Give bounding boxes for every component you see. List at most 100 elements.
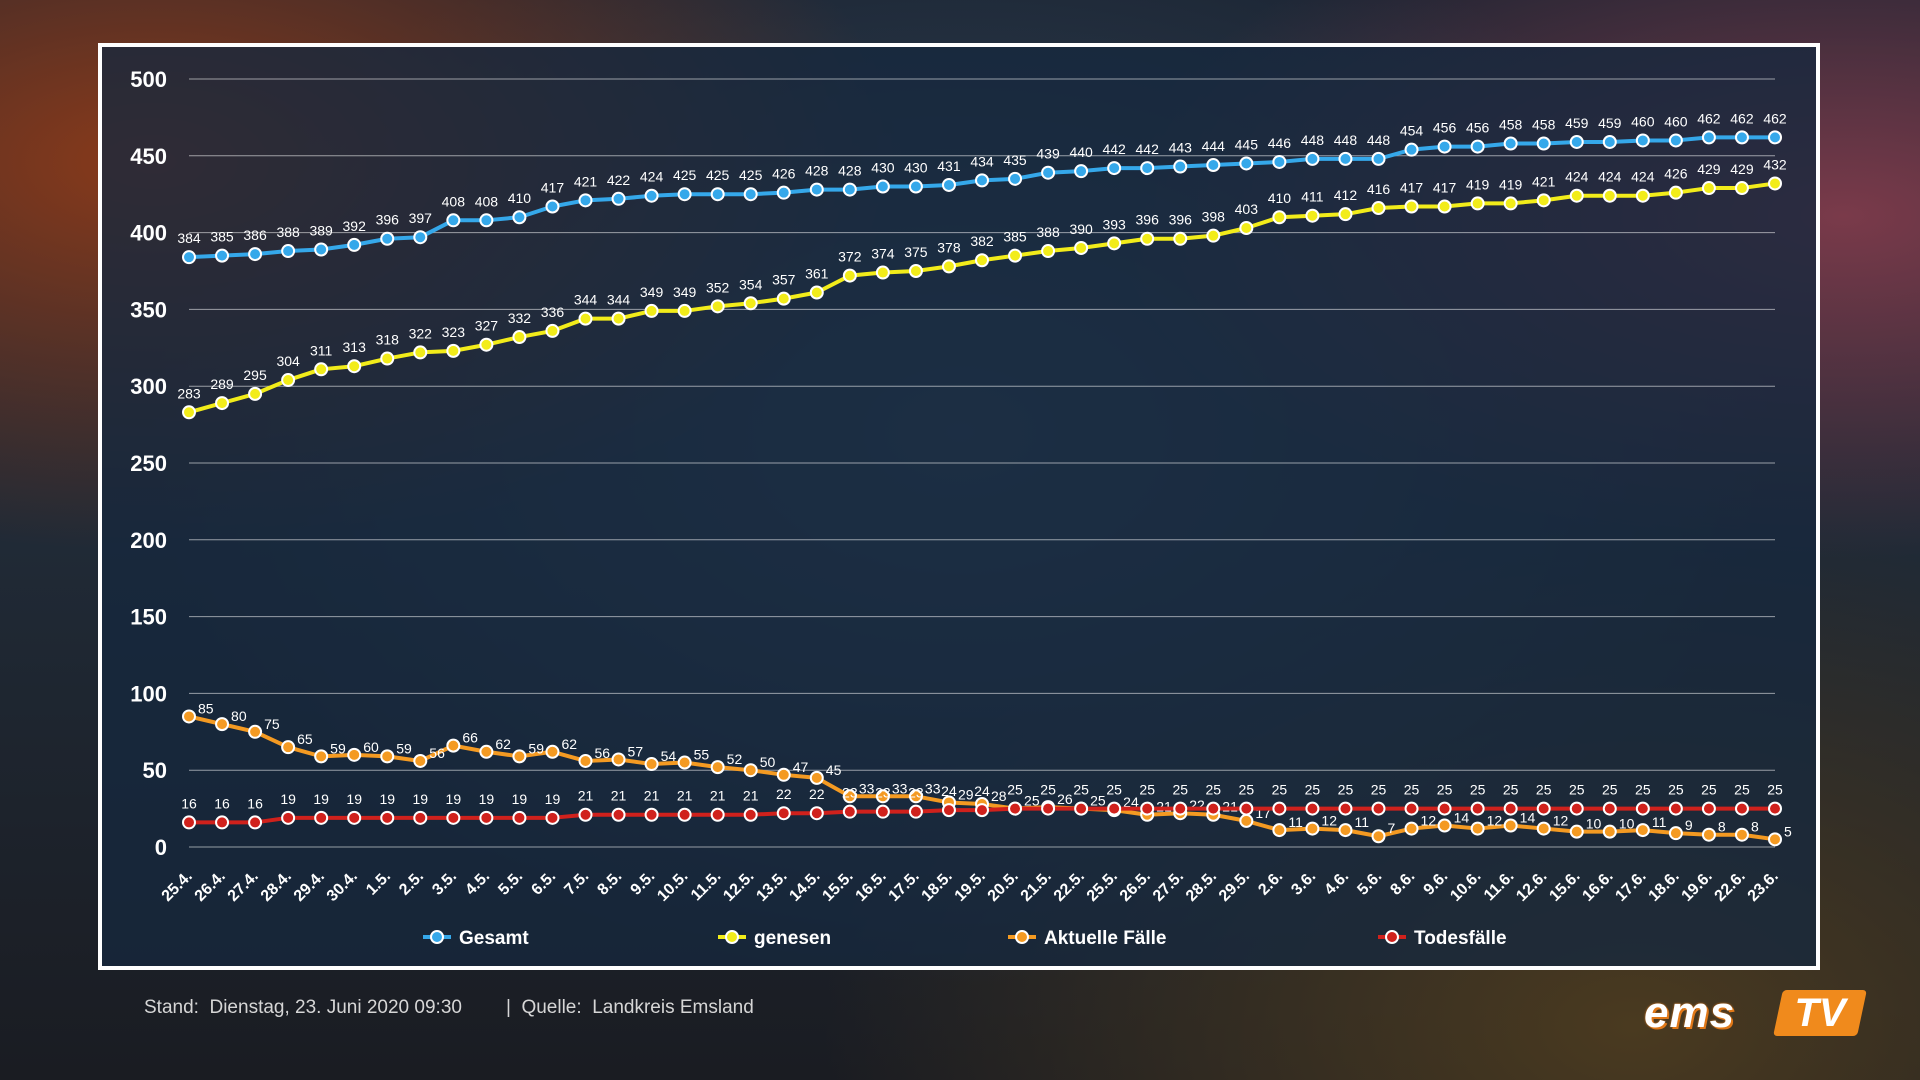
- data-point: [941, 259, 956, 274]
- data-label: 459: [1598, 115, 1622, 131]
- data-point: [710, 187, 725, 202]
- data-label: 311: [310, 342, 333, 358]
- data-label: 456: [1433, 120, 1457, 136]
- x-tick-label: 28.4.: [258, 868, 295, 905]
- data-point: [314, 810, 329, 825]
- data-point: [875, 789, 890, 804]
- data-label: 19: [313, 791, 329, 807]
- data-point: [908, 264, 923, 278]
- x-tick-label: 25.5.: [1084, 868, 1121, 905]
- data-label: 66: [462, 730, 478, 746]
- data-point: [1668, 133, 1683, 148]
- x-tick-label: 13.5.: [753, 868, 790, 905]
- data-point: [677, 303, 692, 318]
- data-label: 393: [1102, 216, 1126, 232]
- legend-marker: [1015, 930, 1029, 944]
- data-label: 25: [1767, 782, 1783, 798]
- data-label: 25: [1305, 782, 1321, 798]
- data-label: 430: [904, 160, 928, 176]
- x-tick-label: 9.6.: [1421, 868, 1452, 899]
- x-tick-label: 26.5.: [1117, 868, 1154, 905]
- data-point: [1338, 207, 1353, 222]
- data-point: [776, 185, 791, 200]
- data-point: [1437, 818, 1452, 833]
- data-label: 396: [1136, 212, 1160, 228]
- data-point: [743, 807, 758, 822]
- data-point: [1272, 801, 1287, 816]
- data-label: 458: [1499, 117, 1523, 133]
- y-axis: 0 50 100 150 200 250 300 350 400 450 500: [130, 67, 167, 860]
- data-label: 10: [1619, 816, 1635, 832]
- data-point: [314, 362, 329, 377]
- data-label: 25: [1106, 782, 1122, 798]
- data-label: 25: [1239, 782, 1255, 798]
- data-point: [875, 179, 890, 194]
- data-label: 426: [772, 166, 796, 182]
- data-point: [578, 193, 593, 208]
- data-label: 428: [838, 163, 862, 179]
- data-label: 11: [1354, 814, 1369, 830]
- data-point: [1239, 801, 1254, 816]
- data-label: 458: [1532, 117, 1556, 133]
- data-label: 7: [1388, 820, 1396, 836]
- data-label: 295: [243, 367, 267, 383]
- data-point: [1602, 824, 1617, 839]
- data-label: 21: [710, 788, 726, 804]
- data-point: [1074, 164, 1089, 179]
- data-label: 33: [859, 780, 875, 796]
- data-point: [908, 179, 923, 194]
- data-point: [545, 744, 560, 759]
- data-label: 24: [1123, 794, 1139, 810]
- data-point: [1635, 823, 1650, 838]
- data-point: [1437, 139, 1452, 154]
- data-label: 25: [1536, 782, 1552, 798]
- data-label: 378: [937, 239, 961, 255]
- data-point: [1173, 159, 1188, 174]
- data-label: 25: [1073, 782, 1089, 798]
- data-point: [545, 199, 560, 214]
- legend: Gesamt genesen Aktuelle Fälle Todesfälle: [423, 928, 1507, 949]
- x-tick-label: 18.5.: [919, 868, 956, 905]
- data-label: 386: [243, 227, 267, 243]
- data-label: 448: [1334, 132, 1358, 148]
- data-label: 443: [1169, 140, 1193, 156]
- x-tick-label: 20.5.: [985, 868, 1022, 905]
- x-tick-label: 12.6.: [1513, 868, 1550, 905]
- y-tick-label: 250: [130, 451, 167, 476]
- x-tick-label: 10.6.: [1447, 868, 1484, 905]
- data-label: 462: [1697, 110, 1721, 126]
- data-point: [875, 265, 890, 280]
- data-label: 425: [706, 167, 730, 183]
- data-point: [1768, 832, 1782, 847]
- data-label: 385: [210, 229, 234, 245]
- data-label: 60: [363, 739, 379, 755]
- data-label: 424: [640, 169, 664, 185]
- data-label: 419: [1466, 176, 1490, 192]
- data-point: [578, 753, 593, 768]
- data-point: [710, 807, 725, 822]
- data-label: 23: [908, 785, 924, 801]
- data-label: 25: [1040, 782, 1056, 798]
- footer: Stand: Dienstag, 23. Juni 2020 09:30 | Qu…: [144, 997, 754, 1019]
- x-tick-label: 27.5.: [1150, 868, 1187, 905]
- data-label: 24: [974, 783, 990, 799]
- x-tick-label: 18.6.: [1646, 868, 1683, 905]
- chart-frame: 0 50 100 150 200 250 300 350 400 450 500 25.4. 26.4.…: [98, 43, 1820, 970]
- data-label: 426: [1664, 166, 1688, 182]
- data-point: [1602, 134, 1617, 149]
- data-label: 442: [1136, 141, 1160, 157]
- y-tick-label: 450: [130, 144, 167, 169]
- data-label: 24: [941, 783, 957, 799]
- data-point: [1734, 130, 1749, 145]
- data-point: [1239, 156, 1254, 171]
- data-point: [281, 740, 296, 755]
- data-point: [776, 806, 791, 821]
- data-label: 410: [508, 190, 532, 206]
- data-label: 424: [1565, 169, 1589, 185]
- data-label: 26: [1057, 791, 1073, 807]
- data-label: 425: [673, 167, 697, 183]
- data-label: 22: [776, 786, 792, 802]
- data-point: [578, 807, 593, 822]
- x-tick-label: 3.5.: [429, 868, 460, 899]
